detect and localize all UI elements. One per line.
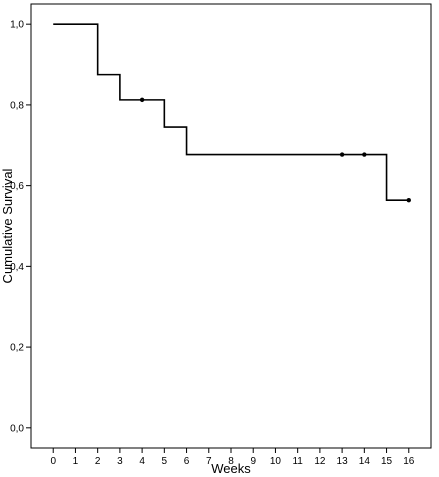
plot-frame <box>30 3 432 449</box>
y-tick-label: 0,8 <box>10 100 24 111</box>
x-tick-label: 9 <box>250 456 256 467</box>
y-tick-label: 0,0 <box>10 423 24 434</box>
x-tick-label: 0 <box>50 456 56 467</box>
x-tick-label: 16 <box>403 456 415 467</box>
x-tick-label: 11 <box>292 456 303 467</box>
y-tick-label: 0,4 <box>10 262 24 273</box>
y-ticks: 0,0 0,2 0,4 0,6 0,8 1,0 <box>10 20 31 434</box>
x-tick-label: 4 <box>139 456 145 467</box>
x-tick-label: 6 <box>184 456 190 467</box>
series-layer <box>53 23 411 203</box>
y-axis-title: Cumulative Survival <box>0 168 15 283</box>
x-tick-label: 10 <box>270 456 282 467</box>
survival-step-line <box>53 23 409 201</box>
x-tick-label: 5 <box>162 456 168 467</box>
x-axis-title: Weeks <box>211 461 251 476</box>
y-tick-label: 0,6 <box>10 181 24 192</box>
censored-point <box>406 197 411 203</box>
x-tick-label: 3 <box>117 456 123 467</box>
x-tick-label: 2 <box>95 456 101 467</box>
y-tick-label: 1,0 <box>10 20 24 31</box>
y-tick-label: 0,2 <box>10 343 24 354</box>
x-tick-label: 14 <box>359 456 371 467</box>
censored-point <box>362 152 367 157</box>
censored-point <box>339 152 345 157</box>
x-tick-label: 15 <box>381 456 393 467</box>
x-ticks: 0 1 2 3 4 5 6 7 8 9 10 11 12 13 14 15 16 <box>50 448 415 467</box>
x-tick-label: 8 <box>228 456 234 467</box>
x-tick-label: 1 <box>73 456 79 467</box>
x-tick-label: 13 <box>337 456 349 467</box>
x-tick-label: 7 <box>206 456 212 467</box>
x-tick-label: 12 <box>314 456 326 467</box>
censored-point <box>139 97 145 103</box>
